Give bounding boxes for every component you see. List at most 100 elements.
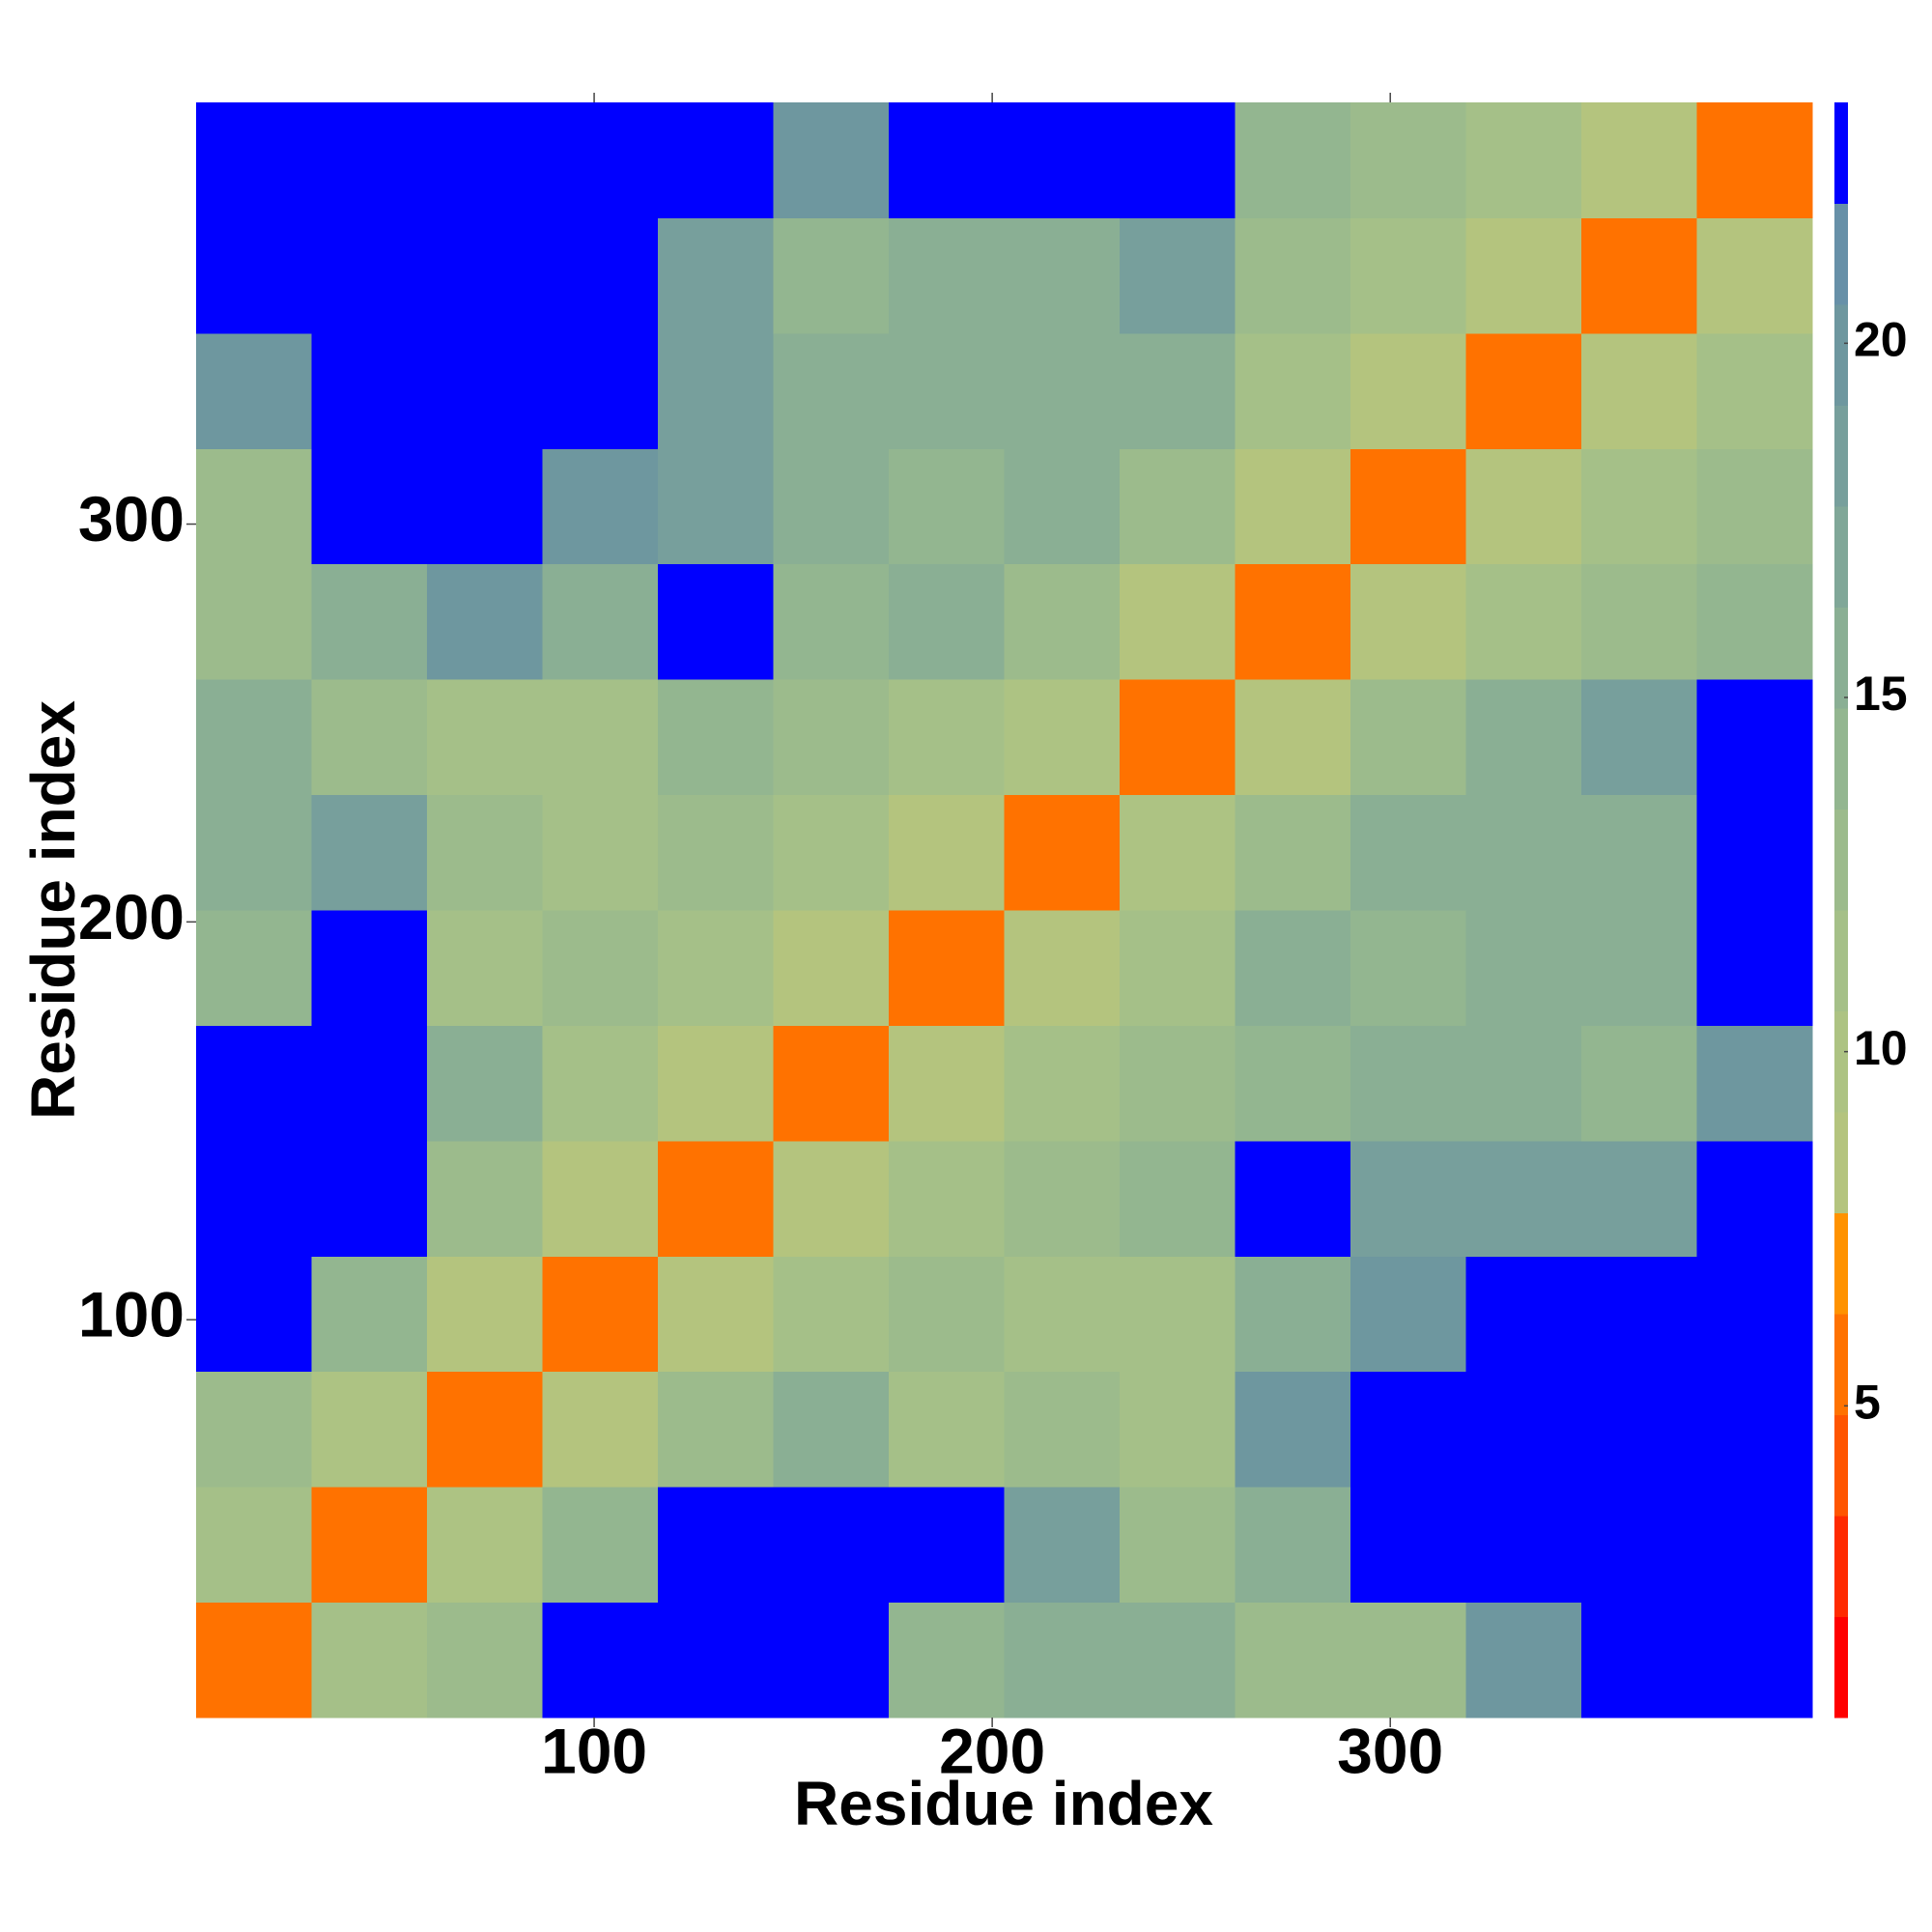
heatmap-cell	[1581, 1256, 1697, 1373]
heatmap-cell	[196, 1140, 312, 1257]
heatmap-cell	[1120, 1140, 1236, 1257]
heatmap-cell	[1581, 217, 1697, 334]
heatmap-cell	[1235, 332, 1351, 449]
heatmap-cell	[773, 1256, 890, 1373]
y-axis-title: Residue index	[18, 700, 88, 1120]
heatmap-cell	[196, 102, 312, 218]
heatmap-cell	[1004, 794, 1121, 911]
heatmap-cell	[773, 1025, 890, 1142]
colorbar-band	[1834, 607, 1848, 709]
heatmap-cell	[1581, 102, 1697, 218]
heatmap-cell	[1581, 794, 1697, 911]
colorbar-tick-label: 10	[1854, 1021, 1908, 1075]
heatmap-cell	[427, 1256, 543, 1373]
colorbar-tick-label: 5	[1854, 1376, 1881, 1430]
heatmap-cell	[427, 102, 543, 218]
heatmap-cell	[773, 679, 890, 796]
heatmap-cell	[773, 794, 890, 911]
heatmap-cell	[542, 1487, 659, 1604]
heatmap-cell	[1696, 1602, 1813, 1719]
heatmap-cell	[1465, 1371, 1582, 1488]
heatmap-cell	[1120, 794, 1236, 911]
heatmap-cell	[889, 910, 1005, 1026]
heatmap-cell	[311, 1602, 428, 1719]
heatmap-cell	[196, 794, 312, 911]
heatmap-cell	[1120, 679, 1236, 796]
heatmap-cell	[1004, 1140, 1121, 1257]
heatmap-cell	[889, 448, 1005, 565]
heatmap-cell	[658, 563, 774, 680]
heatmap-cell	[658, 332, 774, 449]
heatmap-cell	[658, 448, 774, 565]
heatmap-cell	[1696, 563, 1813, 680]
heatmap-cell	[1581, 910, 1697, 1026]
heatmap-cell	[196, 910, 312, 1026]
heatmap-cell	[427, 332, 543, 449]
heatmap-cell	[1696, 448, 1813, 565]
colorbar-band	[1834, 1010, 1848, 1113]
heatmap-cell	[311, 1371, 428, 1488]
heatmap-cell	[773, 217, 890, 334]
heatmap-cell	[889, 1025, 1005, 1142]
heatmap-cell	[1581, 563, 1697, 680]
heatmap-cell	[1465, 1602, 1582, 1719]
heatmap-cell	[658, 679, 774, 796]
colorbar-tick-label: 15	[1854, 667, 1908, 721]
colorbar-band	[1834, 102, 1848, 204]
y-tick-label: 100	[78, 1279, 185, 1350]
heatmap-cell	[196, 1256, 312, 1373]
colorbar-band	[1834, 506, 1848, 608]
heatmap-cell	[1235, 679, 1351, 796]
colorbar-band	[1834, 910, 1848, 1011]
heatmap-cell	[658, 1371, 774, 1488]
heatmap-cell	[1465, 794, 1582, 911]
heatmap-cell	[542, 448, 659, 565]
heatmap-cell	[1120, 217, 1236, 334]
heatmap-cell	[1696, 1140, 1813, 1257]
heatmap-cell	[1235, 794, 1351, 911]
heatmap-cell	[1696, 1256, 1813, 1373]
heatmap-cell	[658, 1140, 774, 1257]
heatmap-cell	[889, 1602, 1005, 1719]
heatmap-cell	[889, 1256, 1005, 1373]
heatmap-cell	[196, 1025, 312, 1142]
heatmap-cell	[1465, 217, 1582, 334]
heatmap-cell	[542, 679, 659, 796]
heatmap-cell	[658, 217, 774, 334]
heatmap-cell	[1696, 794, 1813, 911]
heatmap-cell	[1350, 1371, 1466, 1488]
heatmap-cell	[773, 1371, 890, 1488]
heatmap-cell	[427, 563, 543, 680]
heatmap-cell	[427, 1025, 543, 1142]
heatmap-cell	[1350, 679, 1466, 796]
heatmap-cell	[311, 217, 428, 334]
heatmap-cell	[1465, 102, 1582, 218]
heatmap-cell	[1235, 1602, 1351, 1719]
heatmap-cell	[1235, 1371, 1351, 1488]
heatmap-cell	[196, 563, 312, 680]
heatmap-cell	[427, 910, 543, 1026]
heatmap-cell	[1004, 563, 1121, 680]
heatmap-cell	[1350, 910, 1466, 1026]
heatmap-cell	[1235, 448, 1351, 565]
heatmap-cell	[1350, 102, 1466, 218]
heatmap-cell	[1465, 563, 1582, 680]
heatmap-cell	[1465, 679, 1582, 796]
heatmap-cell	[1350, 1487, 1466, 1604]
heatmap-cell	[1004, 910, 1121, 1026]
heatmap-cell	[311, 679, 428, 796]
heatmap-cell	[1465, 1025, 1582, 1142]
heatmap-cell	[1350, 217, 1466, 334]
heatmap-cell	[427, 217, 543, 334]
heatmap-cell	[1120, 1487, 1236, 1604]
heatmap-cell	[542, 1371, 659, 1488]
heatmap-cell	[889, 1371, 1005, 1488]
heatmap-cell	[889, 563, 1005, 680]
heatmap-cell	[542, 1140, 659, 1257]
heatmap-cell	[1581, 332, 1697, 449]
heatmap-cell	[311, 332, 428, 449]
colorbar-band	[1834, 809, 1848, 911]
heatmap-cell	[889, 102, 1005, 218]
heatmap-cell	[1465, 448, 1582, 565]
